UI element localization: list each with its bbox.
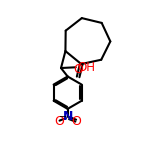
- Text: O: O: [71, 115, 81, 128]
- Text: −: −: [59, 112, 67, 122]
- Text: OH: OH: [77, 61, 95, 74]
- Text: N: N: [62, 110, 73, 123]
- Text: O: O: [73, 63, 83, 76]
- Text: O: O: [55, 115, 64, 128]
